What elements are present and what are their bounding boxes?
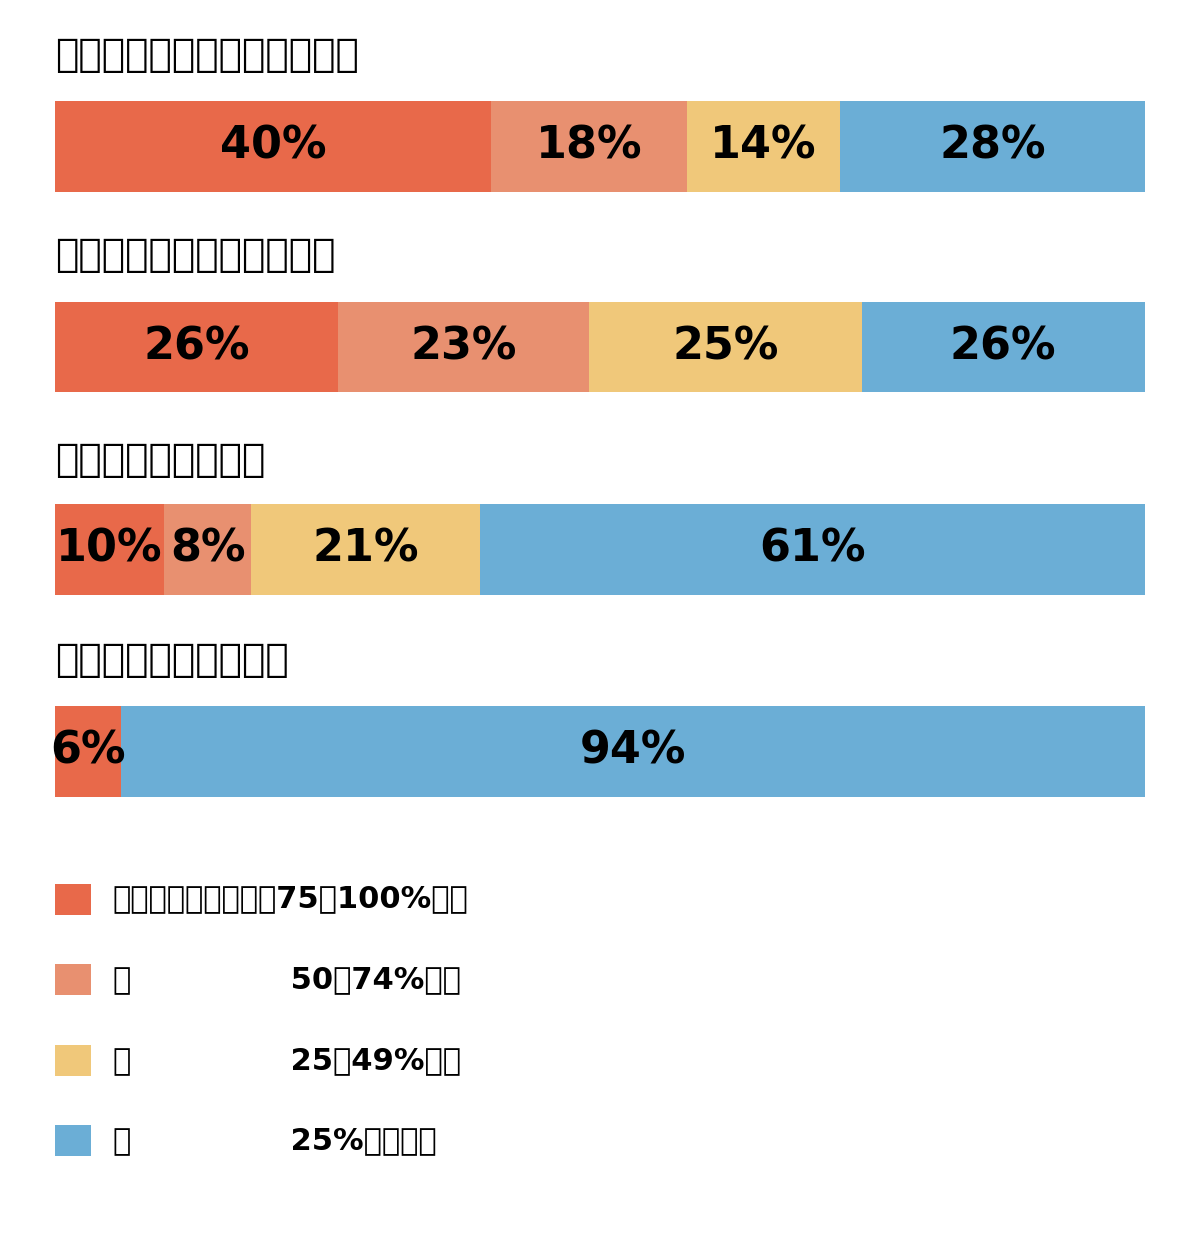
- Bar: [862, 303, 1145, 392]
- Text: 6%: 6%: [50, 730, 126, 773]
- Bar: [338, 303, 589, 392]
- Text: 〃               25%未満の人: 〃 25%未満の人: [113, 1126, 437, 1156]
- Bar: [589, 303, 862, 392]
- Text: 再配達はほとんどなくなった: 再配達はほとんどなくなった: [55, 36, 359, 73]
- Text: 94%: 94%: [580, 730, 686, 773]
- Bar: [55, 965, 91, 994]
- Bar: [55, 503, 164, 594]
- Bar: [251, 503, 480, 594]
- Bar: [491, 100, 688, 191]
- Bar: [120, 706, 1145, 796]
- Text: 23%: 23%: [410, 326, 517, 368]
- Bar: [840, 100, 1145, 191]
- Bar: [164, 503, 251, 594]
- Text: 21%: 21%: [312, 528, 419, 570]
- Text: 26%: 26%: [144, 326, 250, 368]
- Text: 14%: 14%: [710, 125, 817, 167]
- Text: 8%: 8%: [170, 528, 246, 570]
- Text: 40%: 40%: [220, 125, 326, 167]
- Bar: [480, 503, 1145, 594]
- Text: 再配達は減らなかった: 再配達は減らなかった: [55, 641, 289, 678]
- Text: 〃               25～49%の人: 〃 25～49%の人: [113, 1045, 461, 1075]
- Bar: [55, 303, 338, 392]
- Bar: [688, 100, 840, 191]
- Text: 〃               50～74%の人: 〃 50～74%の人: [113, 965, 461, 994]
- Text: 26%: 26%: [950, 326, 1056, 368]
- Bar: [55, 706, 120, 796]
- Bar: [55, 100, 491, 191]
- Bar: [55, 1044, 91, 1075]
- Text: 再配達は半分以下になった: 再配達は半分以下になった: [55, 237, 336, 274]
- Text: 61%: 61%: [760, 528, 865, 570]
- Bar: [55, 1126, 91, 1156]
- Text: 再配達は少し減った: 再配達は少し減った: [55, 441, 265, 479]
- Text: 28%: 28%: [940, 125, 1045, 167]
- Text: 10%: 10%: [56, 528, 163, 570]
- Text: 18%: 18%: [536, 125, 642, 167]
- Text: 置き配の指定割合ぇ75～100%の人: 置き配の指定割合ぇ75～100%の人: [113, 884, 468, 914]
- Text: 25%: 25%: [672, 326, 779, 368]
- Bar: [55, 883, 91, 915]
